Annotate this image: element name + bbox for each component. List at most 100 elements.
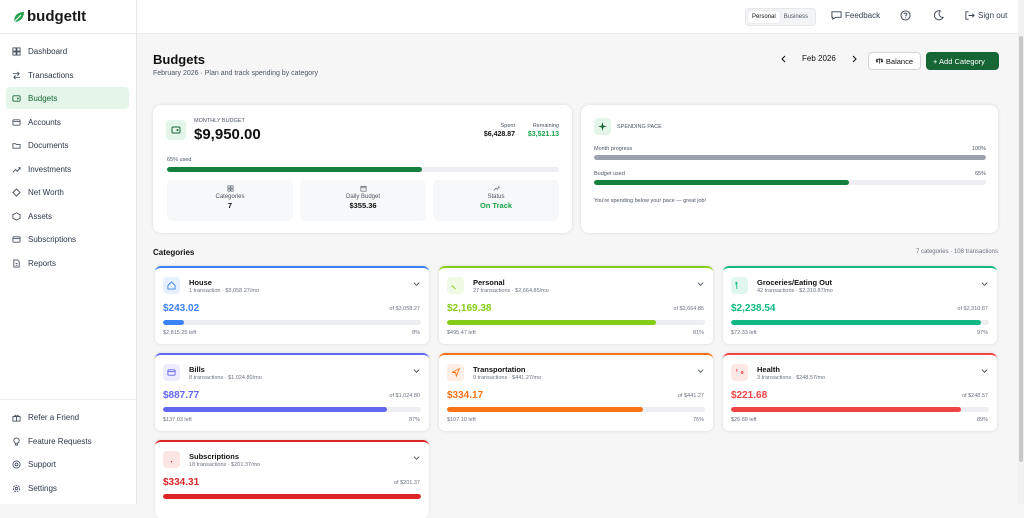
reports-icon — [13, 258, 20, 268]
sidebar-item-net-worth[interactable]: Net Worth — [6, 181, 129, 203]
gift-icon — [12, 414, 21, 422]
wallet-icon — [166, 120, 186, 140]
remaining-amount: $3,521.13 — [527, 131, 559, 138]
mode-personal-button[interactable]: Personal — [748, 11, 780, 23]
chevron-down-icon[interactable] — [413, 280, 420, 287]
theme-toggle[interactable] — [933, 10, 947, 21]
add-category-label: + Add Category — [933, 56, 985, 66]
sidebar-item-label: Transactions — [28, 70, 74, 80]
mode-switch: Personal Business — [745, 8, 816, 26]
category-progress — [731, 407, 989, 412]
category-spent: $221.68 — [731, 390, 768, 401]
category-card-personal[interactable]: Personal 27 transactions · $2,664.85/mo $2… — [439, 266, 713, 344]
category-remaining: $26.89 left — [731, 417, 757, 423]
category-name: Health — [757, 365, 780, 374]
scrollbar-thumb[interactable] — [1019, 36, 1023, 462]
credit-card-icon — [163, 364, 180, 381]
mode-business-button[interactable]: Business — [783, 14, 809, 20]
sidebar-item-label: Refer a Friend — [28, 412, 80, 422]
budget-used-text: 65% used — [167, 157, 192, 163]
categories-title: Categories — [153, 248, 195, 257]
category-card-house[interactable]: House 1 transaction · $3,058.27/mo $243.02… — [155, 266, 429, 344]
sidebar-item-label: Dashboard — [28, 46, 68, 56]
category-spent: $334.31 — [163, 477, 200, 488]
feedback-button[interactable]: Feedback — [831, 10, 880, 21]
sidebar-item-label: Budgets — [28, 93, 58, 103]
sidebar-item-investments[interactable]: Investments — [6, 158, 129, 180]
sign-out-button[interactable]: Sign out — [964, 10, 1007, 21]
category-percent: 8% — [412, 330, 420, 336]
dashboard-icon — [12, 46, 21, 56]
stat-categories: Categories 7 — [167, 180, 293, 221]
category-transactions: 8 transactions · $1,024.80/mo — [189, 375, 262, 381]
add-category-button[interactable]: + Add Category — [926, 52, 999, 70]
chevron-right-icon[interactable] — [850, 55, 858, 63]
spent-label: Spent — [500, 123, 515, 129]
moon-icon — [933, 10, 944, 21]
sidebar-item-transactions[interactable]: Transactions — [6, 64, 129, 86]
lightbulb-icon — [13, 436, 20, 446]
category-budget: of $2,664.85 — [673, 306, 704, 312]
stat-label: Status — [487, 194, 505, 200]
remaining-label: Remaining — [532, 123, 559, 129]
trend-up-icon — [493, 186, 499, 191]
sidebar-item-settings[interactable]: Settings — [6, 477, 129, 499]
category-progress — [163, 320, 421, 325]
sidebar-item-dashboard[interactable]: Dashboard — [6, 40, 129, 62]
category-card-subscriptions[interactable]: Subscriptions 18 transactions · $201.37/m… — [155, 440, 429, 518]
sidebar-item-label: Reports — [28, 258, 57, 268]
stat-daily-budget: Daily Budget $355.36 — [300, 180, 426, 221]
leaf-logo-icon — [13, 11, 24, 22]
sidebar-item-assets[interactable]: Assets — [6, 205, 129, 227]
category-spent: $887.77 — [163, 390, 200, 401]
month-progress-bar — [594, 155, 986, 160]
category-progress — [731, 320, 989, 325]
category-progress — [163, 494, 421, 499]
sidebar-item-documents[interactable]: Documents — [6, 134, 129, 156]
budgets-icon — [12, 94, 21, 102]
category-transactions: 9 transactions · $441.27/mo — [473, 375, 542, 381]
chevron-down-icon[interactable] — [413, 454, 420, 461]
app-logo[interactable]: budgetIt — [12, 8, 86, 25]
sidebar-item-refer[interactable]: Refer a Friend — [6, 406, 129, 428]
chevron-down-icon[interactable] — [697, 367, 704, 374]
category-card-health[interactable]: Health 3 transactions · $248.57/mo $221.68… — [723, 353, 997, 431]
sidebar-item-accounts[interactable]: Accounts — [6, 111, 129, 133]
accounts-icon — [12, 118, 21, 126]
budget-used-label: Budget used — [594, 171, 625, 177]
category-budget: of $3,058.27 — [389, 306, 420, 312]
sidebar-item-reports[interactable]: Reports — [6, 252, 129, 274]
category-card-groceries-eating-out[interactable]: Groceries/Eating Out 42 transactions · $2… — [723, 266, 997, 344]
sidebar-item-label: Subscriptions — [28, 234, 77, 244]
sidebar-item-feature-requests[interactable]: Feature Requests — [6, 430, 129, 452]
sidebar-divider — [0, 33, 137, 34]
category-transactions: 42 transactions · $2,310.87/mo — [757, 288, 833, 294]
balance-button[interactable]: Balance — [868, 52, 921, 70]
category-budget: of $1,024.80 — [389, 393, 420, 399]
top-bar: Personal Business Feedback Sign out — [137, 0, 1018, 34]
plane-icon — [447, 364, 464, 381]
net-worth-icon — [12, 187, 21, 197]
category-progress — [447, 407, 705, 412]
category-card-bills[interactable]: Bills 8 transactions · $1,024.80/mo $887.7… — [155, 353, 429, 431]
monthly-budget-amount: $9,950.00 — [194, 126, 261, 143]
chevron-down-icon[interactable] — [697, 280, 704, 287]
chevron-left-icon[interactable] — [780, 55, 788, 63]
help-button[interactable] — [900, 10, 914, 21]
sidebar-item-budgets[interactable]: Budgets — [6, 87, 129, 109]
help-icon — [900, 10, 911, 21]
page-scrollbar[interactable] — [1018, 0, 1024, 504]
category-card-transportation[interactable]: Transportation 9 transactions · $441.27/m… — [439, 353, 713, 431]
category-remaining: $2,815.25 left — [163, 330, 197, 336]
sidebar-item-label: Feature Requests — [28, 436, 92, 446]
grid-icon — [227, 185, 233, 192]
chevron-down-icon[interactable] — [981, 280, 988, 287]
heart-icon — [447, 277, 464, 294]
category-percent: 76% — [692, 417, 704, 423]
chevron-down-icon[interactable] — [981, 367, 988, 374]
sidebar-item-label: Documents — [28, 140, 69, 150]
chevron-down-icon[interactable] — [413, 367, 420, 374]
sidebar-item-support[interactable]: Support — [6, 453, 129, 475]
sidebar-item-subscriptions[interactable]: Subscriptions — [6, 228, 129, 250]
sign-out-icon — [965, 11, 975, 20]
